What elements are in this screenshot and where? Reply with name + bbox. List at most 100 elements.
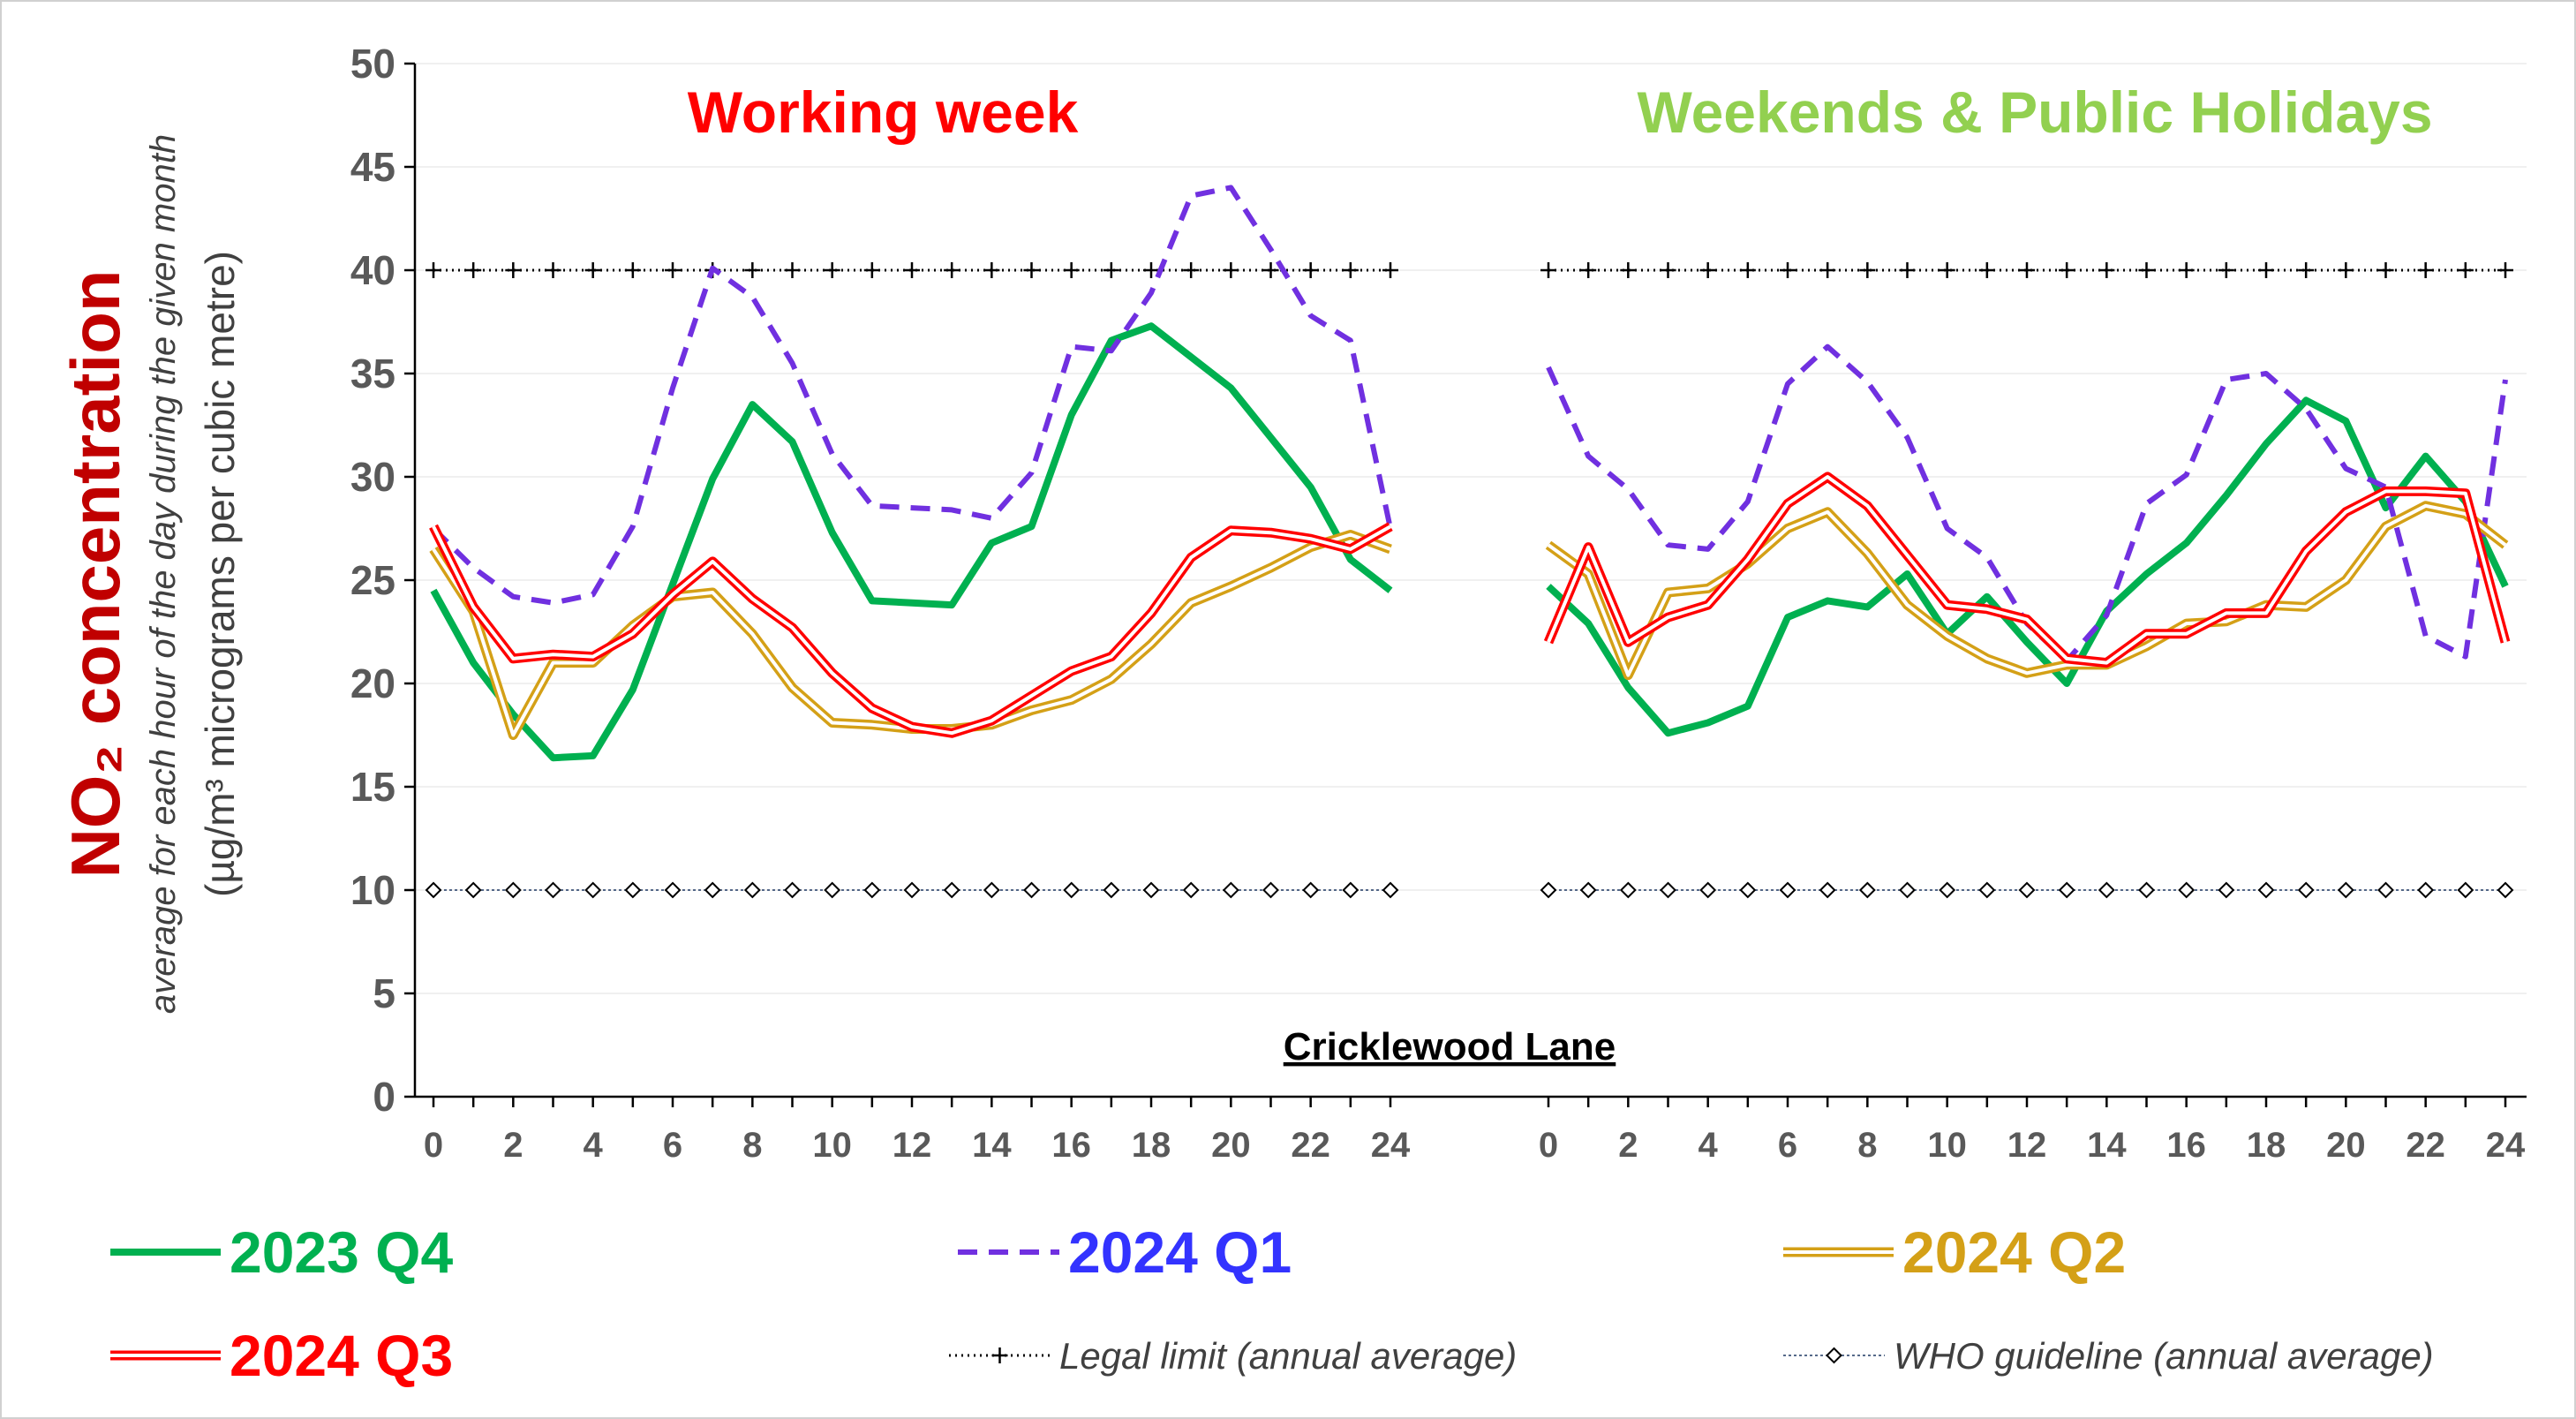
- x-tick-label: 6: [663, 1126, 682, 1165]
- x-tick-label: 20: [1211, 1126, 1251, 1165]
- legal-limit-marker: [1540, 262, 1556, 278]
- x-tick-label: 6: [1778, 1126, 1797, 1165]
- legal-limit-marker: [863, 262, 880, 278]
- legal-limit-marker: [1223, 262, 1239, 278]
- y-tick-label: 50: [350, 41, 395, 87]
- who-guideline-marker: [1540, 881, 1557, 899]
- who-guideline-marker: [2497, 881, 2514, 899]
- x-tick-label: 24: [1371, 1126, 1411, 1165]
- panel-title-weekends: Weekends & Public Holidays: [1637, 79, 2432, 145]
- legend-label-who-guideline-annual-average: WHO guideline (annual average): [1894, 1335, 2434, 1377]
- series-line-2023-q4-panel-1: [1546, 396, 2509, 737]
- who-guideline-marker: [2377, 881, 2394, 899]
- y-axis-title: NO₂ concentration: [56, 269, 134, 878]
- series-line-2024-q3-panel-0: [429, 522, 1393, 738]
- legal-limit-marker: [1103, 262, 1119, 278]
- who-guideline-marker: [1182, 881, 1200, 899]
- who-guideline-marker: [863, 881, 881, 899]
- x-tick-label: 22: [1291, 1126, 1330, 1165]
- who-guideline-marker: [903, 881, 921, 899]
- x-tick-label: 18: [2247, 1126, 2286, 1165]
- series-line-2024-q3-panel-0: [432, 525, 1391, 736]
- who-guideline-marker: [1660, 881, 1676, 899]
- series-line-2023-q4-panel-0: [430, 322, 1393, 762]
- who-guideline-marker: [2138, 881, 2155, 899]
- y-tick-label: 25: [350, 557, 395, 603]
- who-guideline-marker: [1739, 881, 1757, 899]
- who-guideline-marker: [743, 881, 761, 899]
- who-guideline-marker: [1023, 881, 1040, 899]
- legal-limit-marker: [465, 262, 482, 278]
- series-line-2024-q1-panel-0: [431, 185, 1393, 606]
- legal-limit-marker: [1899, 262, 1916, 278]
- who-guideline-marker: [1939, 881, 1956, 899]
- who-guideline-marker: [1978, 881, 1996, 899]
- legend: 2023 Q4 2024 Q1 2024 Q2 2024 Q3 Legal limit …: [110, 1219, 2434, 1388]
- x-tick-label: 0: [1539, 1126, 1558, 1165]
- who-guideline-marker: [2457, 881, 2474, 899]
- legal-limit-marker: [1183, 262, 1200, 278]
- gridlines: [415, 63, 2527, 994]
- legend-marker-diamond: [1826, 1347, 1842, 1364]
- panel-title-working-week: Working week: [688, 79, 1079, 145]
- x-tick-labels: 0 2 4 6 8 10 12 14 16 18 20 22 24 0 2 4 6 8 10 12 14 16 18 20 22…: [424, 1126, 2526, 1165]
- legal-limit-marker: [1699, 262, 1716, 278]
- legend-label-2024-q2: 2024 Q2: [1902, 1219, 2126, 1285]
- who-guideline-marker: [464, 881, 482, 899]
- y-tick-label: 10: [350, 867, 395, 913]
- legend-marker-plus: [991, 1347, 1008, 1363]
- y-tick-label: 15: [350, 764, 395, 810]
- series-line-2024-q2-panel-0: [429, 530, 1392, 740]
- who-guideline-marker: [1103, 881, 1120, 899]
- legal-limit-marker: [2178, 262, 2195, 278]
- legal-limit-marker: [545, 262, 561, 278]
- who-guideline-marker: [1142, 881, 1160, 899]
- who-guideline-marker: [1858, 881, 1876, 899]
- legend-label-2024-q1: 2024 Q1: [1068, 1219, 1292, 1285]
- legal-limit-marker: [426, 262, 441, 278]
- y-tick-label: 40: [350, 247, 395, 293]
- legal-limit-marker: [584, 262, 601, 278]
- who-guideline-marker: [2178, 881, 2196, 899]
- who-guideline-marker: [1063, 881, 1081, 899]
- who-guideline-marker: [2058, 881, 2075, 899]
- who-guideline-marker: [1222, 881, 1239, 899]
- who-guideline-marker: [1342, 881, 1360, 899]
- x-tick-label: 10: [812, 1126, 852, 1165]
- x-tick-label: 22: [2406, 1126, 2445, 1165]
- x-tick-label: 18: [1132, 1126, 1171, 1165]
- legal-limit-marker: [2019, 262, 2035, 278]
- legal-limit-marker: [2377, 262, 2394, 278]
- who-guideline-marker: [1779, 881, 1796, 899]
- y-axis-subtitle-2: (µg/m³ micrograms per cubic metre): [197, 251, 243, 897]
- x-tick-label: 2: [1618, 1126, 1638, 1165]
- legal-limit-marker: [1302, 262, 1319, 278]
- legal-limit-marker: [1580, 262, 1597, 278]
- x-tick-label: 4: [1699, 1126, 1719, 1165]
- legend-label-2023-q4: 2023 Q4: [230, 1219, 453, 1285]
- legal-limit-marker: [1978, 262, 1995, 278]
- who-guideline-marker: [425, 881, 442, 899]
- y-tick-labels: 0 5 10 15 20 25 30 35 40 45 50: [350, 41, 395, 1120]
- y-axis-subtitle-1: average for each hour of the day during …: [144, 134, 183, 1014]
- legal-limit-marker: [2059, 262, 2075, 278]
- legal-limit-marker: [744, 262, 761, 278]
- who-guideline-marker: [784, 881, 801, 899]
- legal-limit-marker: [2138, 262, 2155, 278]
- legal-limit-marker: [2417, 262, 2434, 278]
- x-tick-label: 16: [1051, 1126, 1091, 1165]
- x-tick-label: 12: [893, 1126, 932, 1165]
- reference-lines: [425, 262, 2514, 899]
- y-tick-label: 35: [350, 351, 395, 396]
- who-guideline-marker: [2297, 881, 2315, 899]
- legal-limit-marker: [904, 262, 920, 278]
- legal-limit-marker: [624, 262, 641, 278]
- legal-limit-marker: [1819, 262, 1836, 278]
- who-guideline-marker: [1699, 881, 1717, 899]
- x-tick-label: 14: [2087, 1126, 2127, 1165]
- y-axis-title-group: NO₂ concentration average for each hour …: [56, 134, 243, 1014]
- who-guideline-marker: [504, 881, 522, 899]
- who-guideline-marker: [2218, 881, 2235, 899]
- legal-limit-marker: [1342, 262, 1359, 278]
